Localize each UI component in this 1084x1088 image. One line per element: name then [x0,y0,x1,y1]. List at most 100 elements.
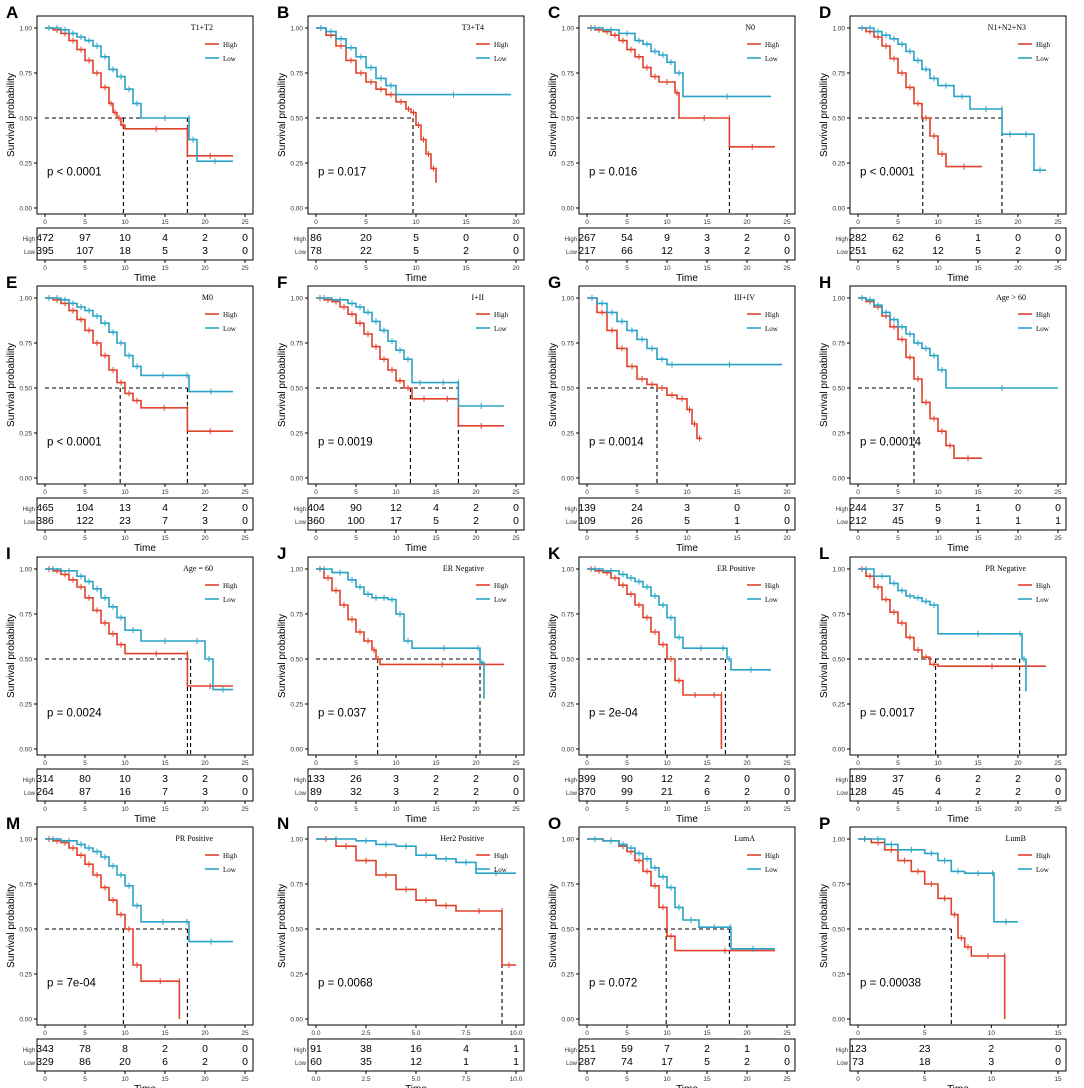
x-tick-label: 10 [121,1030,129,1037]
risk-count-high: 267 [578,232,596,244]
panel-title: M0 [202,293,213,302]
legend-low-label: Low [494,866,508,874]
risk-row-label-high: High [294,507,306,513]
risk-table-frame [578,227,796,261]
legend-high-label: High [494,852,509,860]
risk-count-low: 20 [119,1056,131,1068]
risk-count-low: 2 [744,245,750,257]
risk-x-tick-label: 25 [1054,806,1062,813]
risk-x-tick-label: 15 [161,806,169,813]
risk-table-frame [578,1038,796,1072]
y-tick-label: 0.75 [19,882,32,889]
risk-x-tick-label: 25 [1054,265,1062,272]
panel-H: H Survival probability 0.00 0.25 0.50 0.75 1.0… [819,273,1067,554]
risk-count-low: 1 [513,1056,519,1068]
risk-count-high: 2 [744,232,750,244]
y-tick-label: 0.75 [19,341,32,348]
p-value: p = 0.0014 [589,437,644,449]
risk-x-tick-label: 0 [43,806,47,813]
legend-low-label: Low [1036,55,1050,63]
risk-x-tick-label: 0.0 [311,1076,320,1083]
risk-count-high: 10 [119,773,131,785]
risk-count-high: 1 [513,1043,519,1055]
y-tick-label: 0.00 [561,747,574,754]
risk-table-frame [849,497,1067,531]
y-tick-label: 1.00 [832,296,845,303]
risk-count-high: 0 [1055,1043,1061,1055]
risk-count-low: 3 [393,786,399,798]
risk-x-tick-label: 15 [1054,1076,1062,1083]
risk-row-label-high: High [836,507,848,513]
risk-count-low: 0 [242,515,248,527]
legend-low-label: Low [1036,596,1050,604]
risk-row-label-high: High [23,778,35,784]
legend-high-label: High [223,582,238,590]
x-tick-label: 15 [161,219,169,226]
risk-count-high: 404 [307,502,325,514]
risk-x-tick-label: 15 [462,265,470,272]
risk-x-tick-label: 25 [241,265,249,272]
risk-count-low: 66 [621,245,633,257]
risk-row-label-low: Low [566,520,578,526]
x-tick-label: 0 [43,1030,47,1037]
panel-letter: P [819,814,830,833]
risk-count-low: 35 [360,1056,372,1068]
risk-count-high: 5 [935,502,941,514]
x-tick-label: 20 [1014,219,1022,226]
risk-count-low: 99 [621,786,633,798]
curve-low [316,27,511,96]
x-tick-label: 25 [1054,489,1062,496]
x-tick-label: 5.0 [411,1030,420,1037]
risk-count-low: 6 [704,786,710,798]
x-tick-label: 10 [934,489,942,496]
x-tick-label: 5 [83,1030,87,1037]
y-tick-label: 0.75 [19,612,32,619]
y-tick-label: 1.00 [832,567,845,574]
risk-count-low: 2 [744,786,750,798]
plot-frame [849,15,1067,215]
risk-count-high: 4 [463,1043,469,1055]
y-tick-label: 1.00 [19,837,32,844]
panel-N: N Survival probability 0.00 0.25 0.50 0.75 1.0… [277,814,525,1088]
risk-x-tick-label: 10 [412,265,420,272]
risk-count-low: 7 [162,786,168,798]
x-tick-label: 5 [896,219,900,226]
risk-count-low: 370 [578,786,596,798]
legend-low-label: Low [765,325,779,333]
x-tick-label: 20 [743,760,751,767]
risk-table-frame [36,768,254,802]
curve-low [587,568,771,671]
risk-count-low: 9 [935,515,941,527]
y-tick-label: 0.75 [561,612,574,619]
y-tick-label: 0.25 [19,972,32,979]
risk-x-tick-label: 0 [585,1076,589,1083]
x-tick-label: 20 [201,1030,209,1037]
risk-x-tick-label: 15 [974,535,982,542]
risk-count-low: 7 [162,515,168,527]
y-tick-label: 0.25 [832,431,845,438]
y-tick-label: 0.50 [832,386,845,393]
risk-count-low: 26 [631,515,643,527]
plot-frame [36,556,254,756]
legend-high-label: High [494,582,509,590]
risk-count-low: 3 [202,786,208,798]
curve-low [316,297,504,407]
x-tick-label: 5 [354,760,358,767]
risk-count-high: 26 [350,773,362,785]
y-tick-label: 0.50 [832,657,845,664]
plot-frame [578,556,796,756]
legend-low-label: Low [223,325,237,333]
risk-count-low: 2 [1015,245,1021,257]
risk-count-high: 4 [433,502,439,514]
risk-count-low: 3 [202,245,208,257]
risk-x-tick-label: 25 [1054,535,1062,542]
risk-count-high: 244 [849,502,867,514]
y-tick-label: 0.25 [290,431,303,438]
p-value: p = 2e-04 [589,708,639,720]
risk-count-high: 9 [664,232,670,244]
curve-high [858,568,1046,667]
risk-table-frame [849,1038,1067,1072]
x-tick-label: 15 [703,219,711,226]
risk-count-high: 2 [704,1043,710,1055]
